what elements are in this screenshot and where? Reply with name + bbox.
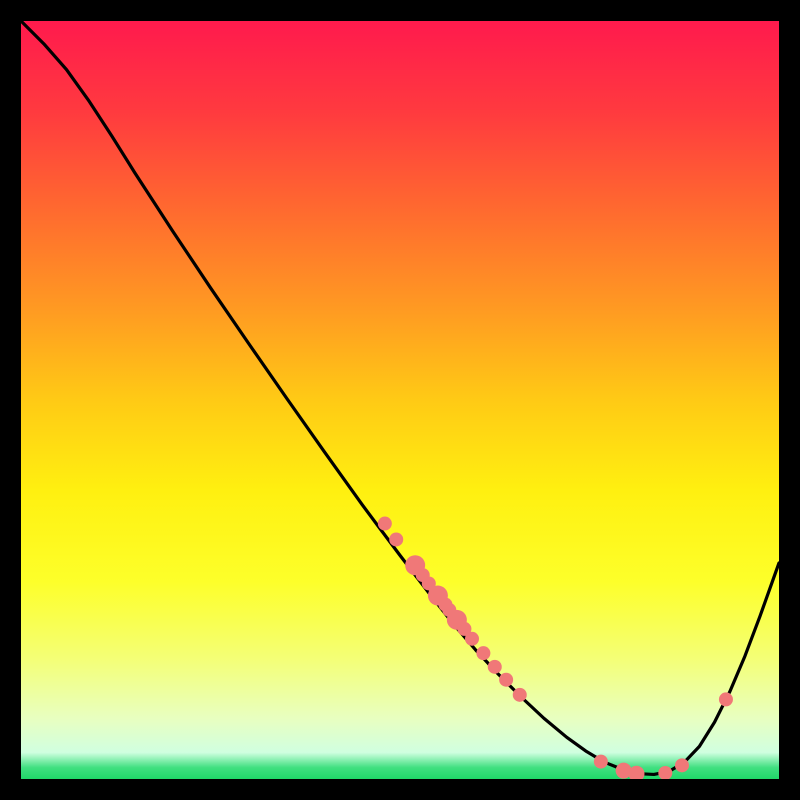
data-point xyxy=(675,758,689,772)
data-point xyxy=(513,688,527,702)
data-point xyxy=(378,517,392,531)
plot-area xyxy=(21,21,779,779)
chart-overlay xyxy=(21,21,779,779)
watermark-text: TheBottleneck.com xyxy=(583,0,786,26)
data-point xyxy=(389,532,403,546)
data-point xyxy=(476,646,490,660)
data-point xyxy=(594,755,608,769)
data-point xyxy=(719,692,733,706)
stage: TheBottleneck.com xyxy=(0,0,800,800)
data-point xyxy=(658,766,672,779)
data-point xyxy=(499,673,513,687)
data-point xyxy=(465,632,479,646)
data-point xyxy=(488,660,502,674)
bottleneck-curve xyxy=(21,21,779,774)
marker-group xyxy=(378,517,733,779)
